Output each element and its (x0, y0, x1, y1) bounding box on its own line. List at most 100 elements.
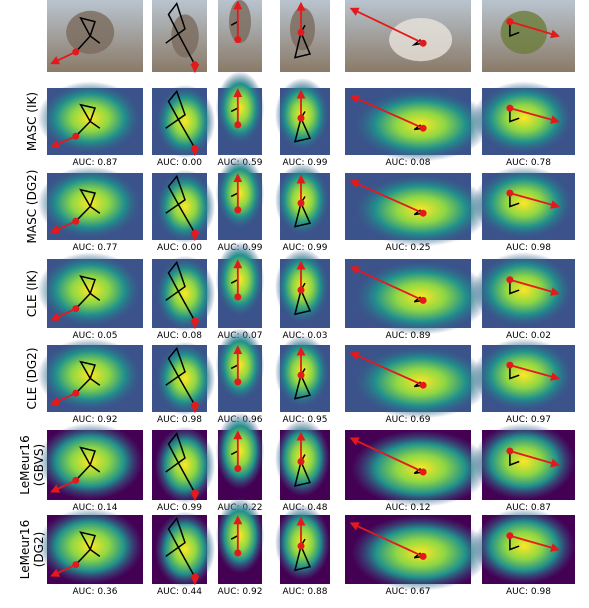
fixation-point (191, 317, 199, 325)
scanpath (165, 431, 196, 494)
auc-label: AUC: 0.69 (386, 415, 431, 425)
saliency-blob (215, 241, 265, 318)
fixation-point (191, 144, 199, 152)
row-label: (DG2) (32, 532, 46, 568)
saliency-blob (215, 412, 265, 490)
auc-label: AUC: 0.78 (506, 158, 551, 168)
gaze-arrow (50, 220, 77, 234)
fixation-point (72, 132, 80, 140)
auc-label: AUC: 0.99 (157, 503, 202, 513)
fixation-point (419, 552, 427, 560)
row-label: LeMeur16 (18, 520, 32, 579)
gaze-arrow (50, 563, 77, 577)
row-label: MASC (IK) (25, 92, 39, 151)
fixation-point (234, 378, 242, 386)
photo-object (229, 0, 251, 44)
auc-label: AUC: 0.92 (218, 587, 263, 597)
gaze-arrow (509, 278, 560, 296)
saliency-blob (37, 338, 144, 412)
scanpath (165, 346, 196, 406)
gaze-arrow (50, 135, 77, 149)
fixation-point (297, 286, 305, 294)
saliency-blob (472, 166, 575, 240)
fixation-point (234, 293, 242, 301)
fixation-point (297, 28, 305, 36)
saliency-blob (154, 255, 216, 332)
gaze-arrow (349, 351, 424, 387)
fixation-point (191, 401, 199, 409)
auc-label: AUC: 0.25 (386, 243, 431, 253)
scanpath (75, 188, 101, 222)
fixation-point (72, 217, 80, 225)
gaze-arrow (349, 437, 424, 473)
auc-label: AUC: 0.88 (283, 587, 328, 597)
fixation-point (297, 542, 305, 550)
gaze-arrow (349, 94, 424, 130)
auc-label: AUC: 0.87 (506, 503, 551, 513)
row-label: CLE (IK) (25, 270, 39, 317)
auc-label: AUC: 0.98 (157, 415, 202, 425)
auc-label: AUC: 0.44 (157, 587, 202, 597)
scanpath (165, 89, 196, 149)
saliency-blob (472, 338, 575, 412)
fixation-point (72, 561, 80, 569)
gaze-arrow (509, 450, 560, 468)
scanpath (165, 260, 196, 322)
gaze-arrow (349, 179, 424, 215)
row-label: (GBVS) (32, 444, 46, 486)
fixation-point (234, 121, 242, 129)
scanpath (75, 360, 101, 394)
scanpath (509, 193, 520, 208)
saliency-blob (215, 156, 265, 230)
auc-label: AUC: 0.67 (386, 587, 431, 597)
fixation-point (191, 489, 199, 497)
fixation-point (506, 189, 514, 197)
auc-label: AUC: 0.00 (157, 158, 202, 168)
fixation-point (419, 124, 427, 132)
gaze-arrow (509, 192, 560, 209)
fixation-point (506, 532, 514, 540)
fixation-point (234, 206, 242, 214)
auc-label: AUC: 0.12 (386, 503, 431, 513)
photo-object (500, 10, 548, 54)
saliency-blob (472, 81, 575, 155)
scanpath (75, 531, 101, 566)
fixation-point (234, 36, 242, 44)
row-label: LeMeur16 (18, 435, 32, 494)
photo-object (171, 14, 199, 58)
gaze-arrow (50, 479, 77, 493)
fixation-point (506, 361, 514, 369)
gaze-arrow (509, 107, 560, 124)
row-label: MASC (DG2) (25, 170, 39, 244)
auc-label: AUC: 0.14 (73, 503, 118, 513)
scanpath (165, 2, 196, 66)
fixation-point (297, 458, 305, 465)
fixation-point (191, 61, 199, 69)
saliency-blob (37, 166, 144, 240)
gaze-arrow (349, 522, 424, 558)
saliency-blob (37, 423, 144, 500)
gaze-arrow (50, 307, 77, 321)
fixation-point (506, 447, 514, 455)
scanpath (509, 451, 520, 467)
auc-label: AUC: 0.36 (73, 587, 118, 597)
saliency-blob (154, 169, 216, 244)
scanpath (509, 365, 520, 380)
gaze-arrow (509, 534, 560, 552)
scanpath (75, 446, 101, 481)
fixation-point (419, 468, 427, 476)
fixation-point (506, 18, 514, 26)
fixation-point (297, 199, 305, 207)
fixation-point (419, 381, 427, 389)
auc-label: AUC: 0.89 (386, 331, 431, 341)
scanpath (509, 535, 520, 551)
saliency-blob (472, 252, 575, 328)
fixation-point (506, 104, 514, 112)
fixation-point (419, 296, 427, 304)
fixation-point (419, 39, 427, 47)
gaze-arrow (509, 20, 560, 39)
auc-label: AUC: 0.02 (506, 331, 551, 341)
saliency-blob (154, 511, 216, 588)
fixation-point (297, 114, 305, 122)
scanpath (75, 103, 101, 137)
